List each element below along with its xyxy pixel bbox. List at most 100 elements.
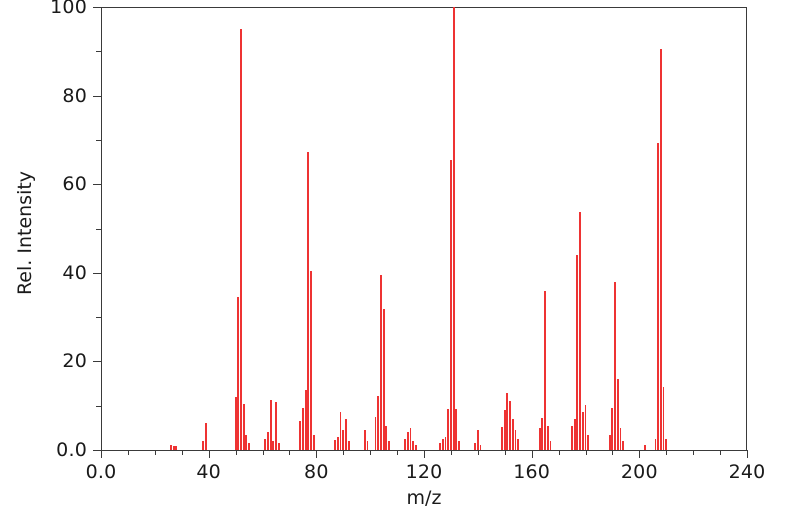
- spectrum-peak: [409, 427, 412, 450]
- x-tick-minor: [154, 450, 156, 455]
- spectrum-peak: [272, 441, 275, 450]
- spectrum-peak: [622, 441, 625, 450]
- plot-spine-left: [101, 7, 102, 450]
- spectrum-peak: [299, 421, 302, 450]
- spectrum-peak: [509, 401, 512, 450]
- spectrum-peak: [269, 400, 272, 450]
- x-tick-label: 80: [304, 461, 329, 483]
- spectrum-peak: [412, 441, 415, 450]
- spectrum-peak: [479, 444, 482, 450]
- x-tick-minor: [397, 450, 399, 455]
- spectrum-peak: [339, 412, 342, 450]
- x-tick-minor: [235, 450, 237, 455]
- y-tick-major: [93, 272, 101, 274]
- spectrum-peak: [511, 419, 514, 450]
- y-axis-title: Rel. Intensity: [14, 170, 36, 296]
- spectrum-peak: [476, 430, 479, 450]
- x-tick-major: [639, 450, 641, 458]
- x-tick-major: [208, 450, 210, 458]
- x-tick-minor: [289, 450, 291, 455]
- spectrum-peak: [310, 271, 312, 450]
- y-tick-major: [93, 450, 101, 451]
- spectrum-peak: [444, 436, 447, 450]
- y-tick-label: 60: [62, 173, 87, 196]
- spectrum-peak: [336, 436, 339, 450]
- spectrum-peak: [659, 49, 662, 450]
- x-tick-label: 240: [728, 461, 766, 483]
- x-tick-minor: [262, 450, 264, 455]
- spectrum-peak: [377, 395, 380, 450]
- x-tick-major: [101, 450, 102, 458]
- x-tick-minor: [585, 450, 587, 455]
- y-tick-label: 20: [62, 350, 87, 373]
- x-tick-minor: [343, 450, 345, 455]
- y-tick-minor: [96, 317, 101, 319]
- spectrum-peak: [614, 281, 617, 450]
- y-tick-minor: [96, 405, 101, 407]
- y-tick-major: [93, 361, 101, 363]
- spectrum-peak: [334, 440, 337, 450]
- spectrum-peak: [506, 393, 509, 450]
- y-tick-minor: [96, 139, 101, 141]
- x-tick-minor: [370, 450, 372, 455]
- spectrum-peak: [347, 441, 350, 450]
- spectrum-peak: [342, 430, 345, 450]
- spectrum-peak: [406, 432, 409, 450]
- spectrum-peak: [385, 425, 388, 450]
- spectrum-peak: [584, 404, 587, 450]
- spectrum-peak: [242, 403, 245, 450]
- spectrum-peak: [441, 438, 444, 450]
- x-tick-label: 0.0: [85, 461, 117, 483]
- x-tick-label: 160: [513, 461, 551, 483]
- spectrum-peak: [549, 441, 552, 450]
- spectrum-peak: [248, 443, 250, 450]
- x-tick-label: 40: [196, 461, 221, 483]
- spectrum-peak: [245, 434, 248, 450]
- spectrum-peak: [608, 434, 611, 450]
- y-tick-label: 100: [50, 0, 87, 18]
- spectrum-peak: [344, 419, 347, 450]
- spectrum-peak: [474, 443, 477, 450]
- spectrum-peak: [366, 441, 369, 450]
- y-tick-label: 80: [62, 84, 87, 107]
- x-tick-minor: [612, 450, 614, 455]
- x-tick-minor: [181, 450, 183, 455]
- spectrum-peak: [275, 402, 277, 450]
- spectrum-peak: [657, 143, 660, 450]
- spectrum-peak: [619, 427, 622, 450]
- spectrum-peak: [503, 410, 506, 450]
- y-tick-minor: [96, 51, 101, 53]
- spectrum-peak: [458, 441, 460, 450]
- spectrum-peak: [172, 445, 175, 450]
- spectrum-peak: [170, 444, 172, 450]
- spectrum-peak: [237, 297, 240, 450]
- y-tick-major: [93, 95, 101, 97]
- x-tick-label: 120: [405, 461, 443, 483]
- spectrum-peak: [388, 441, 390, 450]
- spectrum-peak: [301, 407, 304, 450]
- spectrum-peak: [501, 426, 503, 450]
- spectrum-peak: [202, 441, 205, 450]
- spectrum-peak: [665, 438, 668, 450]
- x-tick-major: [747, 450, 748, 458]
- x-tick-minor: [127, 450, 129, 455]
- x-tick-minor: [477, 450, 479, 455]
- spectrum-peak: [616, 379, 619, 450]
- x-axis-title: m/z: [406, 487, 442, 509]
- spectrum-peak: [573, 419, 576, 450]
- spectrum-peak: [643, 444, 646, 450]
- spectrum-peak: [304, 390, 307, 450]
- spectrum-peak: [571, 425, 573, 450]
- spectrum-peak: [307, 151, 310, 450]
- y-tick-major: [93, 7, 101, 8]
- spectrum-peak: [414, 444, 417, 450]
- spectrum-peak: [312, 434, 315, 450]
- spectrum-peak: [544, 290, 547, 450]
- spectrum-peak: [379, 275, 382, 450]
- spectrum-peak: [404, 438, 407, 450]
- spectrum-peak: [277, 443, 280, 450]
- spectrum-peak: [234, 396, 237, 450]
- spectrum-peak: [581, 412, 584, 450]
- spectrum-peak: [654, 438, 657, 450]
- spectrum-peak: [240, 29, 242, 450]
